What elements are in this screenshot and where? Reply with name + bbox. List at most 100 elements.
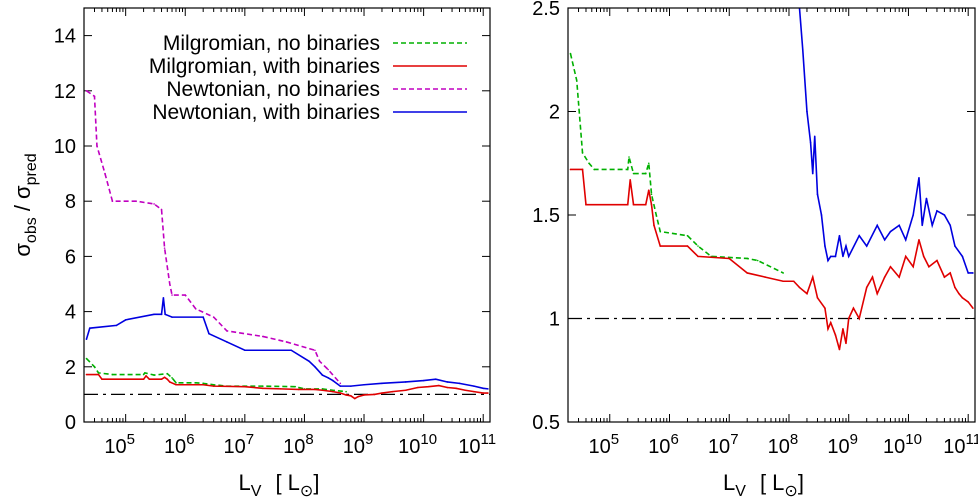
data-point — [318, 360, 321, 363]
data-point — [746, 272, 749, 274]
data-point — [226, 330, 228, 332]
data-point — [958, 292, 960, 295]
data-point — [345, 390, 347, 393]
data-point — [756, 259, 759, 262]
data-point — [811, 172, 814, 175]
data-point — [208, 332, 210, 335]
data-point — [904, 239, 907, 241]
data-point — [918, 239, 920, 241]
y-tick-label: 2 — [65, 357, 76, 379]
data-point — [145, 375, 147, 377]
data-point — [912, 214, 914, 216]
data-point — [135, 200, 137, 202]
y-tick-label: 2.5 — [532, 0, 560, 20]
data-point — [339, 385, 342, 387]
y-tick-label: 1.5 — [532, 205, 560, 227]
y-axis-label: σobs / σpred — [10, 153, 40, 256]
data-point — [373, 393, 376, 396]
data-point — [824, 307, 826, 309]
data-point — [350, 394, 352, 397]
data-point — [455, 387, 457, 390]
data-point — [827, 259, 829, 262]
data-point — [171, 316, 173, 318]
y-tick-label: 4 — [65, 302, 76, 324]
data-point — [829, 255, 832, 258]
data-point — [332, 390, 334, 393]
data-point — [842, 328, 844, 330]
data-point — [581, 152, 584, 154]
data-point — [936, 259, 938, 262]
data-point — [427, 385, 430, 388]
y-tick-label: 6 — [65, 246, 76, 268]
data-point — [569, 52, 572, 55]
x-tick-label: 1010 — [398, 431, 437, 458]
x-tick-label: 109 — [827, 431, 858, 458]
data-point — [581, 168, 584, 171]
data-point — [487, 392, 489, 394]
data-point — [104, 172, 106, 175]
data-point — [876, 292, 879, 295]
data-point — [834, 334, 837, 336]
data-point — [166, 372, 169, 375]
data-point — [949, 224, 952, 227]
data-point — [446, 386, 449, 389]
legend-label: Milgromian, no binaries — [163, 32, 380, 55]
data-point — [244, 385, 246, 388]
x-tick-label: 105 — [104, 431, 135, 458]
data-point — [653, 224, 655, 227]
legend-label: Newtonian, no binaries — [166, 78, 380, 101]
plot-frame — [83, 7, 491, 423]
data-point — [809, 141, 812, 144]
x-axis-label: LV[ L⊙] — [723, 470, 804, 497]
data-point — [686, 245, 689, 247]
data-point — [353, 397, 356, 400]
data-point — [244, 349, 246, 352]
data-point — [144, 372, 146, 374]
data-point — [321, 374, 324, 376]
data-point — [798, 286, 801, 289]
data-point — [686, 234, 689, 237]
data-point — [202, 383, 204, 386]
data-point — [782, 280, 784, 283]
data-point — [160, 378, 163, 381]
x-axis-label: LV[ L⊙] — [239, 470, 320, 497]
data-point — [93, 366, 96, 368]
x-tick-label: 1011 — [943, 431, 978, 458]
data-point — [829, 321, 832, 324]
data-point — [124, 319, 127, 321]
data-point — [160, 208, 163, 211]
data-point — [202, 316, 204, 318]
data-point — [482, 392, 485, 394]
data-point — [171, 294, 173, 296]
data-point — [175, 383, 177, 386]
data-point — [728, 257, 731, 260]
data-point — [806, 292, 808, 295]
data-point — [842, 255, 844, 258]
data-point — [212, 385, 215, 387]
data-point — [816, 297, 819, 299]
data-point — [473, 385, 475, 387]
data-point — [967, 301, 969, 303]
data-point — [261, 335, 264, 338]
data-point — [626, 203, 629, 206]
data-point — [889, 230, 892, 233]
data-point — [912, 265, 914, 268]
data-point — [865, 245, 868, 247]
data-point — [824, 245, 826, 247]
series-line-3 — [85, 297, 489, 390]
left-panel: 0 2 4 6 8 10 12 14 105 106 107 108 109 1010 1011 LV[ L⊙… — [10, 7, 496, 497]
data-point — [404, 381, 407, 383]
data-point — [339, 382, 342, 385]
data-point — [845, 342, 847, 345]
data-point — [314, 366, 316, 368]
data-point — [827, 328, 829, 330]
data-point — [697, 245, 699, 247]
data-point — [294, 385, 297, 388]
data-point — [792, 280, 795, 283]
data-point — [160, 313, 163, 316]
data-point — [644, 203, 647, 206]
data-point — [967, 272, 969, 274]
data-point — [96, 145, 98, 147]
data-point — [925, 197, 928, 200]
